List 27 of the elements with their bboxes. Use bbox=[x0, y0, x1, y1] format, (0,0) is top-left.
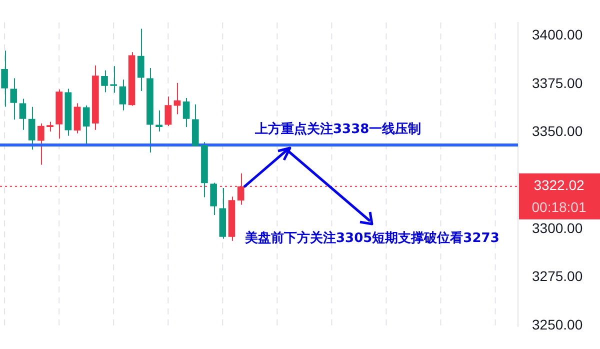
candlestick bbox=[174, 82, 181, 115]
y-tick-label: 3250.00 bbox=[532, 316, 583, 332]
text: 00:18:01 bbox=[532, 199, 586, 216]
candlestick bbox=[46, 121, 54, 132]
candlestick bbox=[10, 78, 18, 120]
candlestick bbox=[164, 96, 172, 127]
candlestick bbox=[110, 66, 118, 94]
y-tick-label: 3300.00 bbox=[532, 220, 583, 236]
candlestick bbox=[37, 123, 44, 166]
ref-line-label: 3322.02 bbox=[534, 177, 585, 194]
candlestick bbox=[28, 106, 36, 150]
y-tick-label: 3400.00 bbox=[532, 26, 583, 42]
candlestick bbox=[19, 98, 26, 130]
y-tick-label: 3350.00 bbox=[532, 123, 583, 140]
y-tick-label: 3375.00 bbox=[532, 74, 583, 91]
y-tick-label: 3275.00 bbox=[532, 268, 583, 284]
candlestick bbox=[82, 105, 90, 145]
candlestick bbox=[210, 182, 217, 216]
candlestick bbox=[1, 50, 8, 108]
candlestick bbox=[137, 28, 144, 92]
candlestick bbox=[74, 102, 81, 134]
annotation: 美盘前下方关注3305短期支撑破位看3273 bbox=[245, 230, 500, 247]
candlestick bbox=[101, 70, 108, 93]
annotation: 上方重点关注3338一线压制 bbox=[255, 120, 422, 138]
candlestick bbox=[182, 98, 190, 128]
candlestick bbox=[156, 110, 162, 132]
candlestick bbox=[119, 79, 126, 111]
